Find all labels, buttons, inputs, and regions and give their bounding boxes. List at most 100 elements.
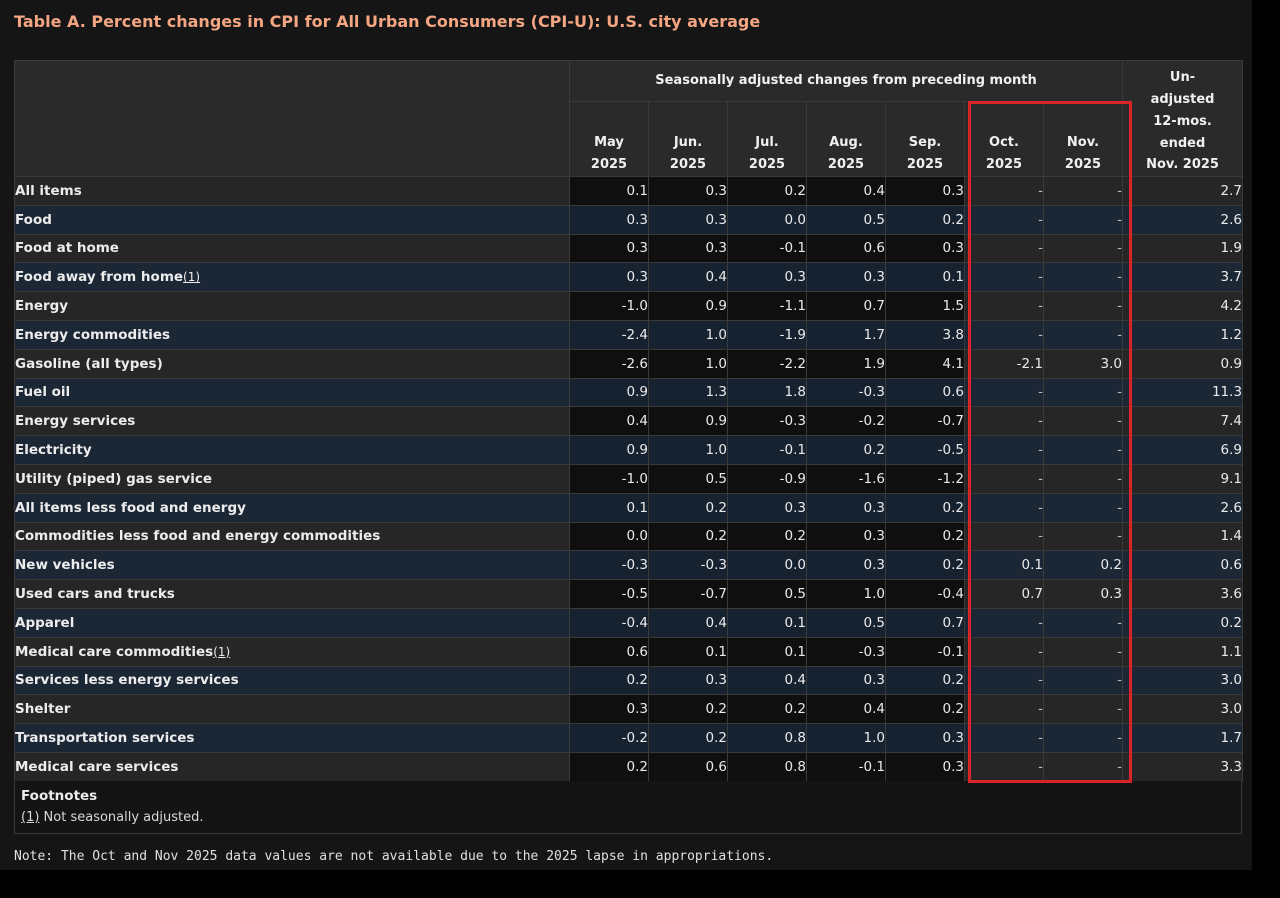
value-cell: 0.3 xyxy=(569,233,649,264)
value-cell: 0.2 xyxy=(806,435,886,465)
value-cell: - xyxy=(1042,607,1124,638)
row-label: New vehicles xyxy=(15,557,115,574)
row-label-cell: Electricity xyxy=(14,435,570,465)
month-header-name: Jul. xyxy=(755,135,779,150)
value-cell: - xyxy=(964,435,1044,465)
unadjusted-value-cell: 1.1 xyxy=(1122,636,1244,667)
table-row: Food at home 0.3 0.3 -0.1 0.6 0.3- -1.9 xyxy=(14,233,1244,264)
row-label: Commodities less food and energy commodi… xyxy=(15,528,381,545)
value-cell: 1.0 xyxy=(648,319,728,350)
row-label: Food away from home xyxy=(15,269,184,286)
month-header-name: Nov. xyxy=(1066,135,1100,150)
value-cell: 0.3 xyxy=(1042,579,1124,609)
value-cell: -0.1 xyxy=(806,751,886,782)
value-cell: 0.0 xyxy=(727,550,807,581)
value-cell: 0.2 xyxy=(885,492,965,523)
unadjusted-value-cell: 3.3 xyxy=(1122,751,1244,782)
value-cell: -1.6 xyxy=(806,463,886,494)
footnotes-section: Footnotes (1) Not seasonally adjusted. xyxy=(14,781,1242,834)
value-cell: - xyxy=(964,176,1044,206)
value-cell: 0.8 xyxy=(727,723,807,753)
value-cell: -0.7 xyxy=(885,406,965,437)
unadjusted-header: Un- adjusted 12-mos. ended Nov. 2025 xyxy=(1122,60,1244,177)
value-cell: 3.8 xyxy=(885,319,965,350)
unadjusted-value-cell: 1.2 xyxy=(1122,319,1244,350)
value-cell: - xyxy=(1042,435,1124,465)
row-label-cell: Food at home xyxy=(14,233,570,264)
footnote-link[interactable]: (1) xyxy=(21,810,40,825)
value-cell: - xyxy=(1042,521,1124,552)
footnote-ref-link[interactable]: (1) xyxy=(183,270,201,285)
value-cell: 0.9 xyxy=(648,291,728,321)
row-label: Services less energy services xyxy=(15,672,239,689)
row-label-cell: All items less food and energy xyxy=(14,492,570,523)
row-label: Energy services xyxy=(15,413,136,430)
value-cell: 0.4 xyxy=(727,665,807,696)
note-text: Note: The Oct and Nov 2025 data values a… xyxy=(14,849,774,864)
month-header: Jun. 2025 xyxy=(648,101,728,177)
row-label-cell: Energy commodities xyxy=(14,319,570,350)
row-label: Fuel oil xyxy=(15,384,71,401)
value-cell: 0.2 xyxy=(648,492,728,523)
footnote-text: Not seasonally adjusted. xyxy=(39,810,204,825)
value-cell: 0.1 xyxy=(727,607,807,638)
value-cell: 0.2 xyxy=(1042,550,1124,581)
value-cell: 0.2 xyxy=(885,665,965,696)
value-cell: 0.5 xyxy=(648,463,728,494)
month-header-year: 2025 xyxy=(669,157,707,172)
value-cell: - xyxy=(1042,291,1124,321)
unadjusted-header-line: ended xyxy=(1159,135,1206,151)
value-cell: 0.2 xyxy=(885,204,965,235)
value-cell: -0.3 xyxy=(648,550,728,581)
unadjusted-value-cell: 7.4 xyxy=(1122,406,1244,437)
unadjusted-value-cell: 3.6 xyxy=(1122,579,1244,609)
value-cell: 1.8 xyxy=(727,377,807,408)
row-label-cell: Commodities less food and energy commodi… xyxy=(14,521,570,552)
value-cell: 0.1 xyxy=(964,550,1044,581)
value-cell: -0.4 xyxy=(885,579,965,609)
value-cell: 1.0 xyxy=(806,579,886,609)
value-cell: 0.3 xyxy=(806,262,886,293)
value-cell: 0.9 xyxy=(569,435,649,465)
value-cell: - xyxy=(964,665,1044,696)
footnote-ref-link[interactable]: (1) xyxy=(213,644,231,659)
row-label: Medical care services xyxy=(15,758,179,775)
value-cell: -1.0 xyxy=(569,463,649,494)
value-cell: 1.7 xyxy=(806,319,886,350)
value-cell: - xyxy=(964,694,1044,725)
row-label: All items less food and energy xyxy=(15,499,246,516)
table-row: Transportation services -0.2 0.2 0.8 1.0 0.3-… xyxy=(14,723,1244,753)
value-cell: 0.2 xyxy=(885,550,965,581)
value-cell: - xyxy=(964,319,1044,350)
row-label: Utility (piped) gas service xyxy=(15,470,213,487)
unadjusted-header-line: 12-mos. xyxy=(1153,113,1212,129)
value-cell: 0.4 xyxy=(806,694,886,725)
value-cell: - xyxy=(964,233,1044,264)
row-label-cell: New vehicles xyxy=(14,550,570,581)
value-cell: -0.1 xyxy=(727,435,807,465)
value-cell: - xyxy=(964,492,1044,523)
month-header-year: 2025 xyxy=(985,157,1023,172)
value-cell: -0.3 xyxy=(569,550,649,581)
value-cell: 0.3 xyxy=(648,665,728,696)
row-label: Gasoline (all types) xyxy=(15,355,163,372)
month-header: Sep. 2025 xyxy=(885,101,965,177)
value-cell: 0.3 xyxy=(727,492,807,523)
month-header: Aug. 2025 xyxy=(806,101,886,177)
row-label: Energy xyxy=(15,298,69,315)
value-cell: 0.4 xyxy=(648,262,728,293)
value-cell: -2.4 xyxy=(569,319,649,350)
unadjusted-value-cell: 11.3 xyxy=(1122,377,1244,408)
row-label: Transportation services xyxy=(15,730,195,747)
value-cell: 0.7 xyxy=(964,579,1044,609)
value-cell: 0.3 xyxy=(648,233,728,264)
row-label: All items xyxy=(15,182,82,199)
table-row: Services less energy services 0.2 0.3 0.4 0.… xyxy=(14,665,1244,696)
row-label-cell: Transportation services xyxy=(14,723,570,753)
row-label: Apparel xyxy=(15,614,75,631)
value-cell: 0.3 xyxy=(806,492,886,523)
value-cell: 0.3 xyxy=(806,521,886,552)
table-row: Food away from home(1) 0.3 0.4 0.3 0.3 0.1- -3… xyxy=(14,262,1244,293)
value-cell: - xyxy=(1042,751,1124,782)
value-cell: 0.4 xyxy=(806,176,886,206)
